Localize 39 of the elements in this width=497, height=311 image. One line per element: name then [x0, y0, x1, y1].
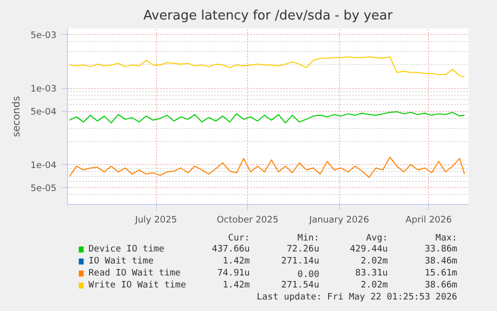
text: 0.00: [298, 270, 320, 280]
text: Avg:: [366, 234, 388, 244]
text: Min:: [298, 234, 320, 244]
line-series: [68, 56, 466, 78]
legend-label: Read IO Wait time: [88, 268, 181, 278]
text: 38.66m: [424, 280, 458, 290]
text: 38.46m: [424, 256, 458, 266]
chart-title: Average latency for /dev/sda - by year: [143, 8, 394, 24]
legend-label: IO Wait time: [88, 256, 154, 266]
text: 1.42m: [222, 280, 250, 290]
y-axis-title: seconds: [12, 96, 23, 137]
text: Max:: [436, 234, 458, 244]
text: Cur:: [228, 234, 250, 244]
text: 429.44u: [350, 244, 388, 254]
legend-label: Write IO Wait time: [88, 280, 186, 290]
y-tick-label: 5e-03: [30, 31, 57, 42]
x-tick-label: January 2026: [308, 216, 370, 226]
text: 271.14u: [281, 256, 320, 266]
legend-label: Device IO time: [88, 244, 164, 254]
text: 15.61m: [424, 268, 458, 278]
y-tick-label: 1e-03: [30, 84, 57, 95]
x-tick-label: October 2025: [216, 216, 279, 226]
x-tick-label: July 2025: [134, 216, 178, 226]
text: 74.91u: [217, 268, 250, 278]
y-tick-label: 5e-05: [30, 184, 57, 194]
x-tick-label: April 2026: [406, 216, 452, 226]
y-tick-label: 5e-04: [30, 108, 57, 118]
text: 83.31u: [355, 268, 388, 278]
text: Last update: Fri May 22 01:25:53 2026: [256, 292, 458, 302]
text: 1.42m: [222, 256, 250, 266]
text: 2.02m: [360, 280, 388, 290]
text: 437.66u: [212, 244, 250, 254]
text: 2.02m: [360, 256, 388, 266]
line-series: [68, 111, 466, 124]
text: 72.26u: [286, 244, 320, 254]
text: 33.86m: [424, 244, 458, 254]
y-tick-label: 1e-04: [30, 161, 57, 172]
line-series: [68, 156, 466, 178]
text: 271.54u: [281, 280, 320, 290]
